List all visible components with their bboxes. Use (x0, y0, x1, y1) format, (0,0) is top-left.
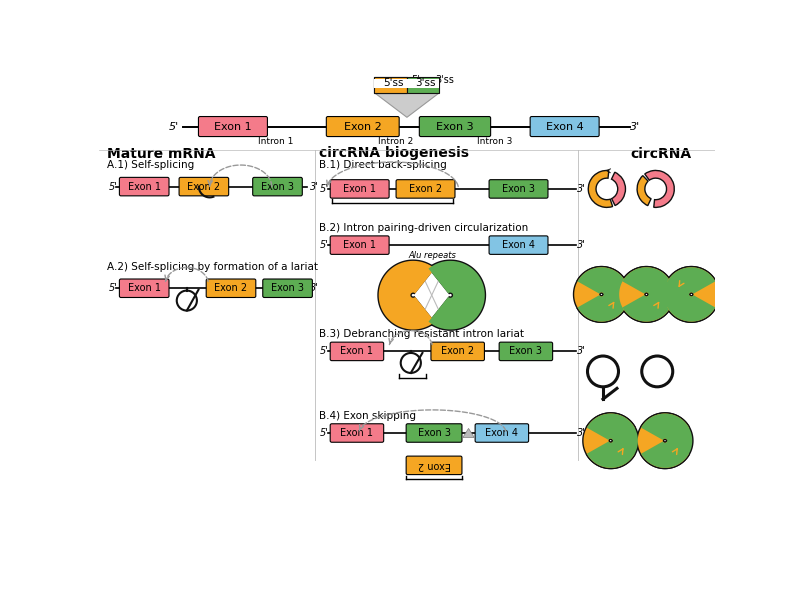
Text: 3': 3' (310, 283, 319, 294)
Text: Exon 1: Exon 1 (343, 184, 376, 194)
Text: 5': 5' (320, 428, 329, 438)
Text: B.3) Debranching resistant intron lariat: B.3) Debranching resistant intron lariat (318, 329, 523, 340)
FancyBboxPatch shape (489, 236, 548, 255)
FancyBboxPatch shape (431, 342, 484, 361)
Text: Exon 3: Exon 3 (436, 122, 474, 132)
FancyBboxPatch shape (179, 177, 229, 196)
Text: Exon 1: Exon 1 (343, 240, 376, 250)
Text: Exon 2: Exon 2 (418, 461, 451, 470)
Text: Exon 2: Exon 2 (187, 181, 221, 192)
FancyBboxPatch shape (119, 177, 169, 196)
Text: Exon 2: Exon 2 (214, 283, 248, 294)
FancyBboxPatch shape (419, 117, 491, 137)
FancyBboxPatch shape (499, 342, 553, 361)
FancyBboxPatch shape (330, 423, 384, 442)
Text: Exon 1: Exon 1 (128, 181, 160, 192)
Text: A.1) Self-splicing: A.1) Self-splicing (107, 160, 195, 170)
Text: 3': 3' (577, 346, 586, 356)
FancyBboxPatch shape (475, 423, 529, 442)
FancyBboxPatch shape (375, 79, 439, 91)
FancyBboxPatch shape (489, 180, 548, 198)
Text: 3'ss: 3'ss (436, 75, 454, 85)
FancyBboxPatch shape (407, 423, 462, 442)
FancyBboxPatch shape (375, 79, 439, 88)
FancyBboxPatch shape (396, 180, 455, 198)
Text: 3': 3' (577, 240, 586, 250)
Wedge shape (611, 172, 626, 205)
Text: 3'ss: 3'ss (415, 78, 436, 87)
FancyBboxPatch shape (407, 456, 462, 474)
Text: Intron 2: Intron 2 (378, 137, 413, 146)
FancyBboxPatch shape (119, 279, 169, 298)
Text: A.2) Self-splicing by formation of a lariat: A.2) Self-splicing by formation of a lar… (107, 262, 318, 273)
Text: circRNA: circRNA (630, 147, 692, 161)
Wedge shape (588, 171, 613, 207)
Text: 5'ss: 5'ss (381, 80, 400, 90)
Text: 5'ss: 5'ss (383, 78, 403, 87)
Text: 5': 5' (169, 122, 179, 132)
Text: Exon 3: Exon 3 (510, 346, 542, 356)
FancyBboxPatch shape (407, 77, 439, 93)
Text: 5': 5' (320, 184, 329, 194)
FancyBboxPatch shape (330, 342, 384, 361)
FancyBboxPatch shape (330, 180, 389, 198)
Text: Exon 2: Exon 2 (441, 346, 474, 356)
Text: Intron 1: Intron 1 (258, 137, 294, 146)
Text: Exon 3: Exon 3 (261, 181, 294, 192)
Text: Exon 2: Exon 2 (409, 184, 442, 194)
Text: Exon 3: Exon 3 (418, 428, 450, 438)
Text: Exon 2: Exon 2 (344, 122, 382, 132)
FancyBboxPatch shape (330, 236, 389, 255)
Text: Exon 4: Exon 4 (545, 122, 584, 132)
FancyBboxPatch shape (375, 77, 407, 93)
Text: Mature mRNA: Mature mRNA (107, 147, 215, 161)
FancyBboxPatch shape (252, 177, 303, 196)
Text: Exon 1: Exon 1 (128, 283, 160, 294)
Text: Intron 3: Intron 3 (477, 137, 512, 146)
Text: B.2) Intron pairing-driven circularization: B.2) Intron pairing-driven circularizati… (318, 223, 528, 233)
Text: B.1) Direct back-splicing: B.1) Direct back-splicing (318, 160, 446, 170)
Text: Exon 3: Exon 3 (502, 184, 535, 194)
FancyBboxPatch shape (530, 117, 599, 137)
Polygon shape (375, 93, 439, 117)
Text: 3': 3' (577, 428, 586, 438)
Text: 5': 5' (109, 181, 118, 192)
Text: 5': 5' (320, 240, 329, 250)
Text: 3': 3' (630, 122, 640, 132)
Text: 5'ss: 5'ss (410, 75, 430, 85)
Wedge shape (645, 171, 674, 207)
Text: Exon 3: Exon 3 (271, 283, 304, 294)
FancyBboxPatch shape (326, 117, 399, 137)
FancyBboxPatch shape (375, 77, 407, 93)
Wedge shape (637, 176, 651, 205)
FancyBboxPatch shape (206, 279, 256, 298)
Text: Exon 1: Exon 1 (341, 346, 373, 356)
Text: Exon 4: Exon 4 (502, 240, 535, 250)
Text: 5': 5' (109, 283, 118, 294)
Text: Alu repeats: Alu repeats (409, 252, 457, 261)
Polygon shape (463, 428, 474, 438)
FancyBboxPatch shape (263, 279, 312, 298)
Text: Exon 1: Exon 1 (341, 428, 373, 438)
Text: Exon 1: Exon 1 (214, 122, 252, 132)
Text: circRNA biogenesis: circRNA biogenesis (318, 147, 468, 161)
Text: 5': 5' (320, 346, 329, 356)
Text: 3': 3' (310, 181, 319, 192)
Text: B.4) Exon skipping: B.4) Exon skipping (318, 411, 415, 421)
FancyBboxPatch shape (198, 117, 268, 137)
Text: Exon 4: Exon 4 (485, 428, 518, 438)
Text: 3': 3' (577, 184, 586, 194)
